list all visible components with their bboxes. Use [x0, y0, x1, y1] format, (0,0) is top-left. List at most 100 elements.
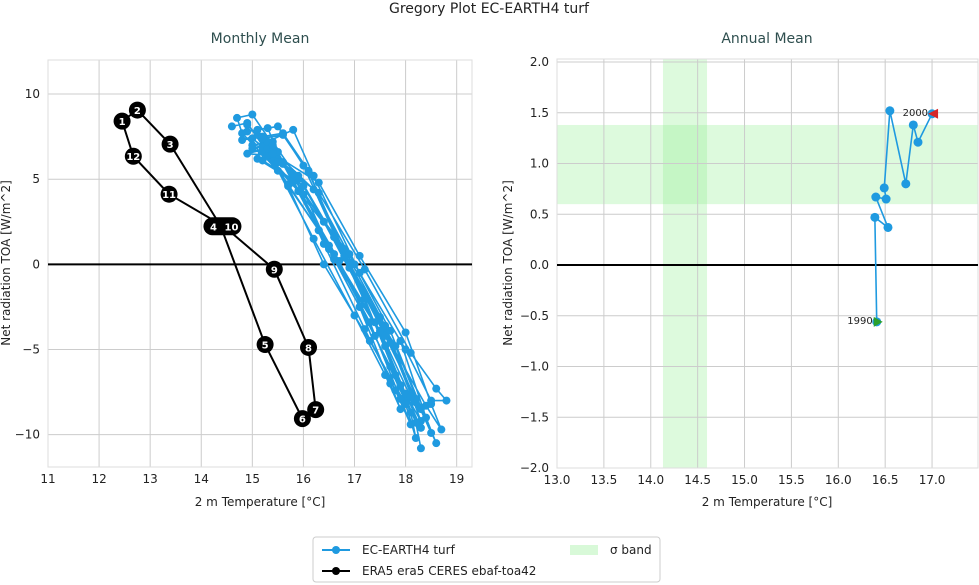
- model-point: [289, 125, 298, 134]
- model-point: [273, 122, 282, 131]
- figure-title: Gregory Plot EC-EARTH4 turf: [389, 1, 590, 17]
- obs-month-marker-pair: [203, 217, 242, 236]
- obs-month-marker: [256, 336, 274, 354]
- model-point: [396, 405, 405, 414]
- obs-month-label: 6: [299, 415, 306, 426]
- sigma-band-vertical: [662, 59, 708, 468]
- obs-month-marker: [307, 401, 325, 419]
- right-y-axis-label: Net radiation TOA [W/m^2]: [501, 180, 515, 346]
- model-point: [273, 158, 282, 167]
- model-point: [299, 190, 308, 199]
- model-point: [330, 250, 339, 259]
- model-point: [427, 428, 436, 437]
- model-point: [370, 331, 379, 340]
- obs-month-label: 8: [305, 343, 312, 354]
- obs-month-marker: [161, 135, 179, 153]
- model-point: [406, 393, 415, 402]
- model-point: [883, 222, 893, 232]
- obs-month-label: 9: [271, 265, 278, 276]
- x-tick-label: 13.0: [544, 473, 571, 487]
- x-tick-label: 11: [40, 472, 55, 486]
- model-point: [432, 384, 441, 393]
- obs-month-label: 2: [134, 106, 141, 117]
- x-tick-label: 12: [91, 472, 106, 486]
- legend: EC-EARTH4 turf σ band ERA5 era5 CERES eb…: [312, 536, 661, 583]
- model-point: [355, 302, 364, 311]
- model-point: [908, 120, 918, 130]
- model-point: [360, 294, 369, 303]
- obs-month-label: 4: [210, 222, 217, 233]
- model-point: [238, 136, 247, 145]
- model-point: [406, 408, 415, 417]
- model-point: [258, 134, 267, 143]
- model-point: [278, 130, 287, 139]
- x-tick-label: 17.0: [919, 473, 946, 487]
- y-tick-label: 0.0: [530, 258, 549, 272]
- x-tick-label: 19: [449, 472, 464, 486]
- model-point: [365, 318, 374, 327]
- left-plot-area: 11 12 13 14 15 16 17 18 19−10−505101234567891011…: [15, 59, 473, 486]
- y-tick-label: 5: [32, 172, 40, 186]
- model-point: [314, 188, 323, 197]
- x-tick-label: 13: [143, 472, 158, 486]
- model-point: [391, 371, 400, 380]
- model-point: [885, 106, 895, 116]
- model-point: [233, 113, 242, 122]
- model-point: [253, 125, 262, 134]
- model-point: [319, 260, 328, 269]
- legend-obs-label: ERA5 era5 CERES ebaf-toa42: [362, 564, 536, 578]
- model-point: [422, 413, 431, 422]
- model-point: [386, 338, 395, 347]
- model-point: [386, 379, 395, 388]
- model-point: [401, 328, 410, 337]
- model-point: [227, 122, 236, 131]
- model-point: [386, 326, 395, 335]
- left-x-axis-label: 2 m Temperature [°C]: [195, 495, 326, 509]
- model-point: [243, 149, 252, 158]
- model-point: [365, 336, 374, 345]
- obs-month-label: 11: [162, 190, 176, 201]
- model-point: [314, 226, 323, 235]
- model-point: [299, 161, 308, 170]
- legend-model-label: EC-EARTH4 turf: [362, 543, 456, 557]
- right-subplot-title: Annual Mean: [721, 31, 812, 47]
- model-point: [391, 386, 400, 395]
- axes-frame: [556, 58, 979, 469]
- model-point: [268, 141, 277, 150]
- x-tick-label: 15: [245, 472, 260, 486]
- model-point: [386, 362, 395, 371]
- model-point: [345, 258, 354, 267]
- obs-month-label: 7: [312, 406, 319, 417]
- model-point: [248, 110, 257, 119]
- model-point: [243, 127, 252, 136]
- year-annotation: 2000: [903, 108, 928, 119]
- model-point: [437, 425, 446, 434]
- x-tick-label: 15.0: [731, 473, 758, 487]
- obs-month-label: 10: [224, 222, 238, 233]
- model-point: [881, 194, 891, 204]
- legend-band-label: σ band: [610, 543, 652, 557]
- model-point: [258, 156, 267, 165]
- model-point: [263, 124, 272, 133]
- model-point: [411, 434, 420, 443]
- obs-month-label: 3: [167, 140, 174, 151]
- obs-month-marker: [124, 147, 142, 165]
- model-point: [273, 166, 282, 175]
- y-tick-label: −1.5: [520, 410, 549, 424]
- model-point: [360, 325, 369, 334]
- model-point: [442, 396, 451, 405]
- model-point: [243, 120, 252, 129]
- legend-band-patch: [570, 545, 598, 555]
- model-point: [901, 179, 911, 189]
- y-tick-label: 2.0: [530, 55, 549, 69]
- model-point: [309, 234, 318, 243]
- obs-month-label: 5: [262, 341, 269, 352]
- model-point: [376, 326, 385, 335]
- y-tick-label: −0.5: [520, 309, 549, 323]
- y-tick-label: −2.0: [520, 461, 549, 475]
- obs-month-label: 1: [119, 117, 126, 128]
- x-tick-label: 14.5: [684, 473, 711, 487]
- legend-obs-marker: [332, 567, 340, 575]
- model-point: [381, 371, 390, 380]
